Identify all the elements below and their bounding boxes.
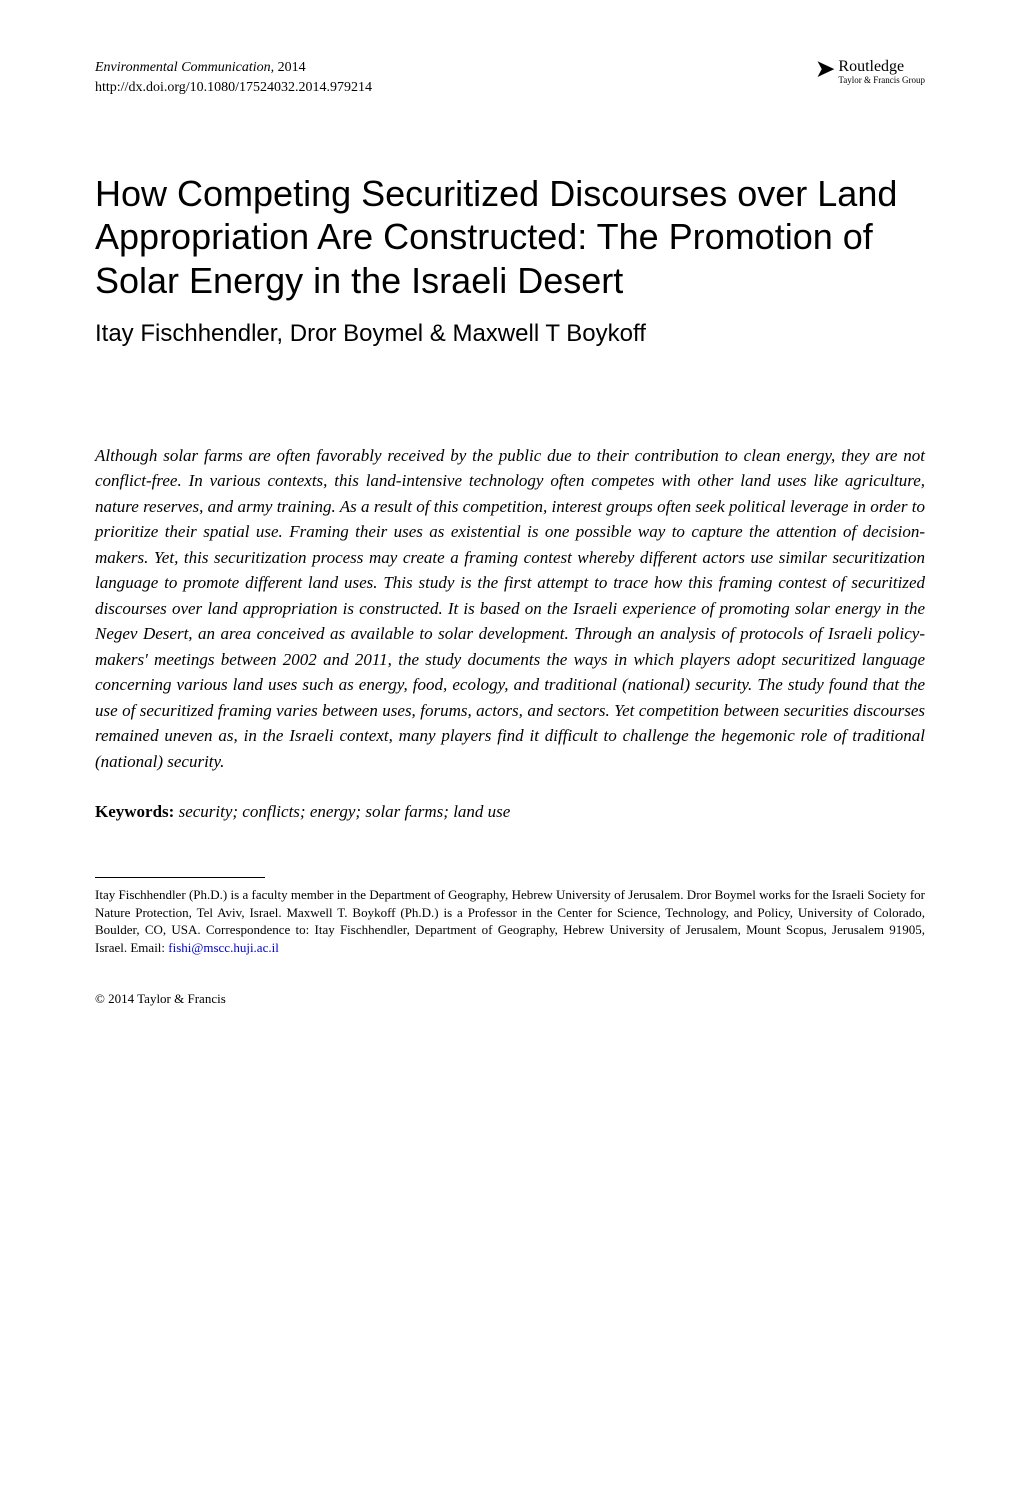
publisher-name: Routledge [838,58,925,76]
journal-info: Environmental Communication, 2014 http:/… [95,58,372,97]
journal-name: Environmental Communication, [95,60,274,75]
routledge-icon: ➤ [816,58,834,80]
publisher-logo: ➤ Routledge Taylor & Francis Group [816,58,925,85]
authors: Itay Fischhendler, Dror Boymel & Maxwell… [95,320,925,348]
abstract: Although solar farms are often favorably… [95,443,925,775]
footnote-divider [95,877,265,878]
journal-year: 2014 [274,60,306,75]
author-footnote: Itay Fischhendler (Ph.D.) is a faculty m… [95,886,925,956]
keywords-line: Keywords: security; conflicts; energy; s… [95,802,925,822]
doi-link[interactable]: http://dx.doi.org/10.1080/17524032.2014.… [95,78,372,98]
keywords-text: security; conflicts; energy; solar farms… [174,802,510,821]
publisher-group: Taylor & Francis Group [838,76,925,86]
copyright: © 2014 Taylor & Francis [95,991,925,1007]
header-row: Environmental Communication, 2014 http:/… [95,58,925,97]
journal-line: Environmental Communication, 2014 [95,58,372,78]
article-title: How Competing Securitized Discourses ove… [95,172,925,302]
publisher-text: Routledge Taylor & Francis Group [838,58,925,85]
keywords-label: Keywords: [95,802,174,821]
email-link[interactable]: fishi@mscc.huji.ac.il [168,940,279,955]
